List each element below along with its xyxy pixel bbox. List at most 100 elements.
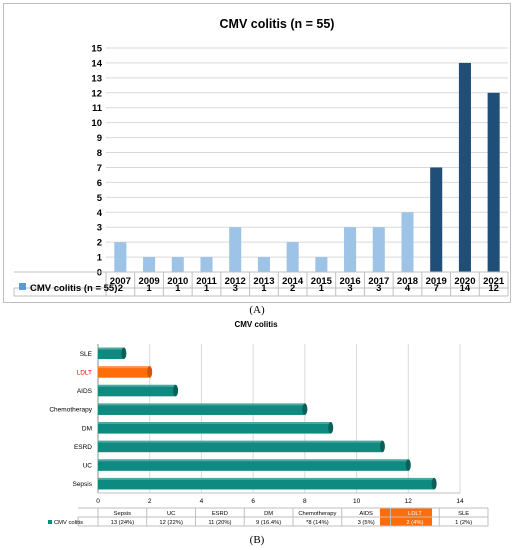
y-tick-label: LDLT: [77, 369, 92, 376]
x-tick-label: 2009: [139, 276, 160, 287]
bar-2016: [344, 227, 357, 272]
bar-Chemotherapy: [98, 403, 305, 415]
table-header-LDLT: LDLT: [408, 511, 422, 517]
bar-2019: [430, 167, 443, 272]
y-tick-label: 6: [97, 178, 102, 189]
bar-end-Sepsis: [431, 477, 437, 490]
bar-highlight-LDLT: [98, 366, 150, 369]
x-tick-label: 2011: [196, 276, 217, 287]
chart-title: CMV colitis: [234, 320, 278, 329]
table-header-DM: DM: [264, 511, 273, 517]
legend-label: CMV colitis: [54, 520, 83, 526]
table-header-UC: UC: [167, 511, 175, 517]
x-tick-label: 0: [96, 498, 100, 505]
x-tick-label: 2015: [311, 276, 333, 287]
bar-end-LDLT: [147, 366, 153, 378]
bar-2011: [200, 257, 213, 272]
y-tick-label: 10: [91, 118, 102, 129]
x-tick-label: 4: [200, 498, 204, 505]
data-label: 1 (2%): [455, 520, 472, 526]
bar-SLE: [98, 347, 124, 360]
x-tick-label: 2: [148, 498, 152, 505]
x-tick-label: 2010: [167, 276, 188, 287]
data-label: 11 (20%): [208, 520, 231, 526]
data-label: 3 (5%): [358, 520, 375, 526]
y-tick-label: 9: [97, 133, 102, 144]
data-label: 3: [233, 283, 238, 294]
data-label: 1: [175, 283, 181, 294]
x-tick-label: 6: [251, 498, 255, 505]
y-tick-label: Chemotherapy: [49, 407, 92, 414]
data-label: 12 (22%): [159, 520, 183, 526]
y-tick-label: 14: [91, 58, 102, 69]
y-tick-label: DM: [82, 425, 92, 432]
bar-2020: [458, 62, 471, 272]
panel-a-label: (A): [249, 304, 265, 316]
y-tick-label: UC: [83, 463, 93, 470]
data-label: 1: [146, 283, 152, 294]
x-tick-label: 2020: [454, 276, 475, 287]
data-label: 12: [488, 283, 499, 294]
data-label: 1: [204, 283, 210, 294]
data-label: 9 (16.4%): [256, 520, 281, 526]
data-label: 2 (4%): [406, 520, 423, 526]
bar-2017: [372, 227, 385, 272]
x-tick-label: 2007: [110, 276, 131, 287]
data-label: 3: [347, 283, 352, 294]
y-tick-label: 7: [97, 163, 102, 174]
panel-b-svg: CMV colitis 0 2 4 6 8 10 12 14 Sepsis UC ESRD DM Chem…: [48, 320, 489, 527]
x-tick-label: 2013: [253, 276, 274, 287]
bar-Sepsis: [98, 477, 435, 490]
bar-2015: [315, 257, 328, 272]
bar-highlight-DM: [98, 422, 331, 425]
panel-a-chart: CMV colitis (n = 55) 0 1 2 3 4 5 6 7 8 9 10 11 12 13 14…: [3, 3, 511, 303]
table-header-Sepsis: Sepsis: [114, 511, 132, 517]
x-tick-label: 2021: [483, 276, 505, 287]
x-tick-label: 8: [303, 498, 307, 505]
x-tick-label: 2017: [368, 276, 389, 287]
bar-highlight-UC: [98, 459, 409, 462]
data-label: 2: [290, 283, 295, 294]
bar-2013: [257, 257, 270, 272]
y-tick-label: AIDS: [77, 388, 93, 395]
x-tick-label: 2014: [282, 276, 304, 287]
chart-title: CMV colitis (n = 55): [220, 17, 335, 31]
data-label: 1: [261, 283, 267, 294]
bar-end-UC: [405, 459, 411, 471]
bar-end-ESRD: [379, 440, 385, 453]
panel-b-chart: CMV colitis 0 2 4 6 8 10 12 14 Sepsis UC ESRD DM Chem…: [14, 316, 500, 531]
table-header-AIDS: AIDS: [359, 511, 373, 517]
data-label: 7: [434, 283, 439, 294]
data-label: 4: [405, 283, 411, 294]
bar-2014: [286, 242, 299, 272]
x-tick-label: 14: [456, 498, 464, 505]
y-tick-label: 11: [92, 103, 103, 114]
bar-LDLT: [98, 366, 150, 378]
bar-DM: [98, 422, 331, 434]
y-tick-label: 13: [91, 73, 102, 84]
table-header-Chemotherapy: Chemotherapy: [298, 511, 336, 517]
bar-end-SLE: [121, 347, 127, 360]
legend-swatch: [48, 520, 52, 524]
y-tick-label: 12: [91, 88, 102, 99]
bar-highlight-ESRD: [98, 440, 383, 443]
bar-highlight-Chemotherapy: [98, 403, 305, 406]
bar-end-DM: [328, 422, 334, 434]
x-tick-label: 2018: [397, 276, 418, 287]
y-tick-label: 5: [97, 193, 103, 204]
y-tick-label: 1: [97, 253, 103, 264]
bar-ESRD: [98, 440, 383, 453]
data-label: 3: [376, 283, 381, 294]
data-label: 14: [460, 283, 471, 294]
bar-highlight-SLE: [98, 347, 124, 350]
x-tick-label: 2019: [426, 276, 447, 287]
y-tick-label: Sepsis: [72, 481, 92, 488]
data-label: 1: [319, 283, 325, 294]
bar-highlight-AIDS: [98, 384, 176, 387]
x-tick-label: 2012: [225, 276, 246, 287]
y-tick-label: 0: [97, 268, 102, 279]
x-tick-label: 2016: [340, 276, 361, 287]
data-label: *8 (14%): [306, 520, 329, 526]
panel-a-svg: CMV colitis (n = 55)01234567891011121314…: [13, 17, 509, 297]
y-tick-label: SLE: [80, 351, 93, 358]
